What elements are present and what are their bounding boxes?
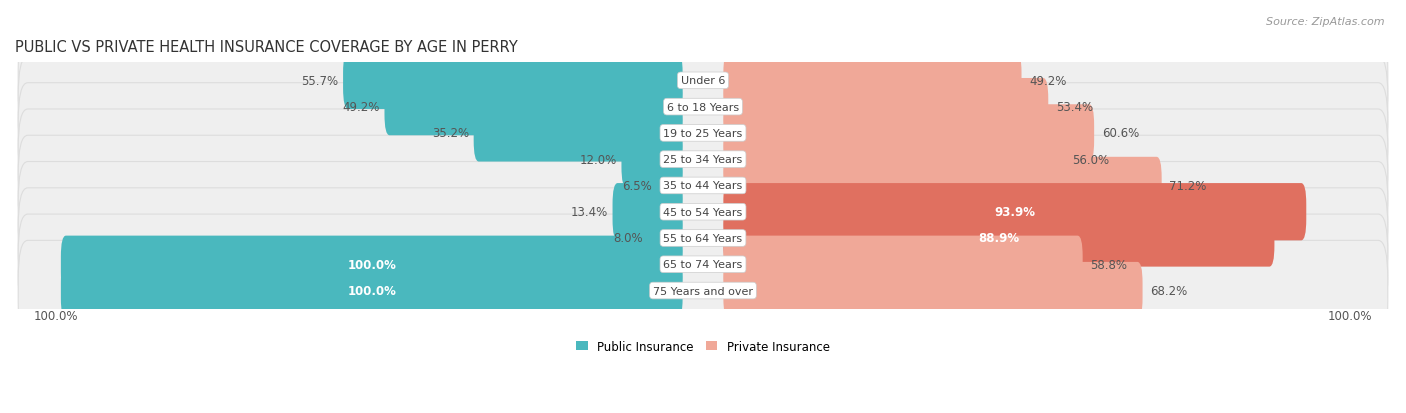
FancyBboxPatch shape: [60, 262, 683, 319]
FancyBboxPatch shape: [18, 83, 1388, 184]
Text: 75 Years and over: 75 Years and over: [652, 286, 754, 296]
Text: 71.2%: 71.2%: [1170, 180, 1206, 192]
FancyBboxPatch shape: [18, 215, 1388, 315]
FancyBboxPatch shape: [18, 57, 1388, 157]
Text: Source: ZipAtlas.com: Source: ZipAtlas.com: [1267, 17, 1385, 26]
Text: 49.2%: 49.2%: [343, 101, 380, 114]
Text: Under 6: Under 6: [681, 76, 725, 86]
Text: 12.0%: 12.0%: [579, 153, 617, 166]
FancyBboxPatch shape: [723, 79, 1049, 136]
FancyBboxPatch shape: [723, 210, 1274, 267]
Text: 53.4%: 53.4%: [1056, 101, 1092, 114]
Text: 100.0%: 100.0%: [1327, 310, 1372, 323]
Legend: Public Insurance, Private Insurance: Public Insurance, Private Insurance: [571, 335, 835, 358]
Text: 13.4%: 13.4%: [571, 206, 607, 219]
FancyBboxPatch shape: [18, 162, 1388, 262]
Text: 93.9%: 93.9%: [994, 206, 1035, 219]
Text: 58.8%: 58.8%: [1090, 258, 1128, 271]
FancyBboxPatch shape: [18, 31, 1388, 131]
FancyBboxPatch shape: [657, 157, 683, 215]
FancyBboxPatch shape: [613, 184, 683, 241]
Text: 45 to 54 Years: 45 to 54 Years: [664, 207, 742, 217]
FancyBboxPatch shape: [18, 110, 1388, 210]
FancyBboxPatch shape: [18, 188, 1388, 288]
FancyBboxPatch shape: [723, 184, 1306, 241]
Text: PUBLIC VS PRIVATE HEALTH INSURANCE COVERAGE BY AGE IN PERRY: PUBLIC VS PRIVATE HEALTH INSURANCE COVER…: [15, 40, 517, 55]
Text: 6.5%: 6.5%: [623, 180, 652, 192]
Text: 6 to 18 Years: 6 to 18 Years: [666, 102, 740, 112]
FancyBboxPatch shape: [723, 236, 1083, 293]
FancyBboxPatch shape: [723, 157, 1161, 215]
Text: 100.0%: 100.0%: [347, 258, 396, 271]
Text: 65 to 74 Years: 65 to 74 Years: [664, 260, 742, 270]
Text: 25 to 34 Years: 25 to 34 Years: [664, 155, 742, 165]
FancyBboxPatch shape: [723, 131, 1064, 188]
Text: 60.6%: 60.6%: [1102, 127, 1139, 140]
Text: 100.0%: 100.0%: [34, 310, 79, 323]
FancyBboxPatch shape: [647, 210, 683, 267]
FancyBboxPatch shape: [60, 236, 683, 293]
Text: 19 to 25 Years: 19 to 25 Years: [664, 128, 742, 138]
Text: 55.7%: 55.7%: [301, 75, 339, 88]
FancyBboxPatch shape: [723, 262, 1143, 319]
Text: 100.0%: 100.0%: [347, 285, 396, 297]
FancyBboxPatch shape: [18, 241, 1388, 341]
Text: 56.0%: 56.0%: [1073, 153, 1109, 166]
FancyBboxPatch shape: [723, 105, 1094, 162]
Text: 55 to 64 Years: 55 to 64 Years: [664, 233, 742, 243]
Text: 8.0%: 8.0%: [613, 232, 643, 245]
Text: 35.2%: 35.2%: [432, 127, 470, 140]
Text: 35 to 44 Years: 35 to 44 Years: [664, 181, 742, 191]
FancyBboxPatch shape: [384, 79, 683, 136]
FancyBboxPatch shape: [18, 136, 1388, 236]
FancyBboxPatch shape: [343, 52, 683, 110]
FancyBboxPatch shape: [723, 52, 1022, 110]
FancyBboxPatch shape: [474, 105, 683, 162]
Text: 49.2%: 49.2%: [1029, 75, 1067, 88]
Text: 68.2%: 68.2%: [1150, 285, 1188, 297]
FancyBboxPatch shape: [621, 131, 683, 188]
Text: 88.9%: 88.9%: [979, 232, 1019, 245]
